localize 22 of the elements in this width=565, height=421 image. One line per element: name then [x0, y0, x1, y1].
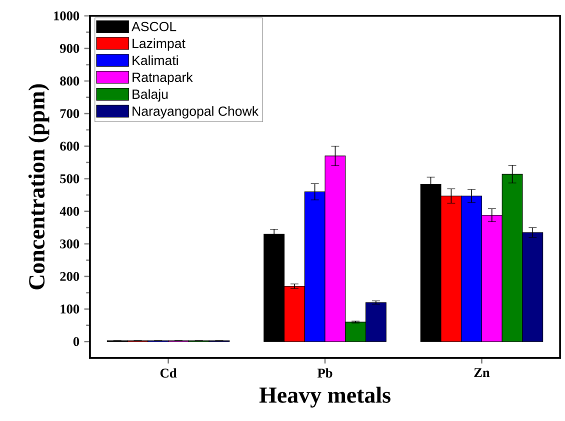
legend-label: ASCOL: [132, 22, 176, 32]
x-tick-label: Pb: [317, 368, 332, 378]
legend-label: Lazimpat: [132, 38, 186, 51]
y-tick-label: 100: [60, 304, 80, 314]
legend-label: Narayangopal Chowk: [132, 106, 259, 119]
y-tick-label: 1000: [54, 11, 80, 20]
x-axis-title: Heavy metals: [259, 386, 390, 408]
legend-label: Ratnapark: [132, 72, 193, 85]
y-tick-label: 300: [60, 239, 80, 248]
y-tick-label: 700: [60, 109, 80, 118]
y-tick-label: 800: [60, 76, 80, 86]
y-axis-title: Concentration (ppm): [28, 84, 50, 290]
x-tick-label: Cd: [160, 368, 177, 378]
x-tick-label: Zn: [474, 368, 490, 377]
y-tick-label: 0: [73, 337, 80, 346]
legend-label: Balaju: [132, 89, 168, 102]
y-tick-label: 600: [60, 142, 80, 151]
y-tick-label: 200: [60, 272, 80, 281]
legend-label: Kalimati: [132, 55, 178, 66]
y-tick-label: 900: [60, 44, 80, 53]
y-tick-label: 400: [60, 206, 80, 216]
y-tick-label: 500: [60, 174, 80, 184]
